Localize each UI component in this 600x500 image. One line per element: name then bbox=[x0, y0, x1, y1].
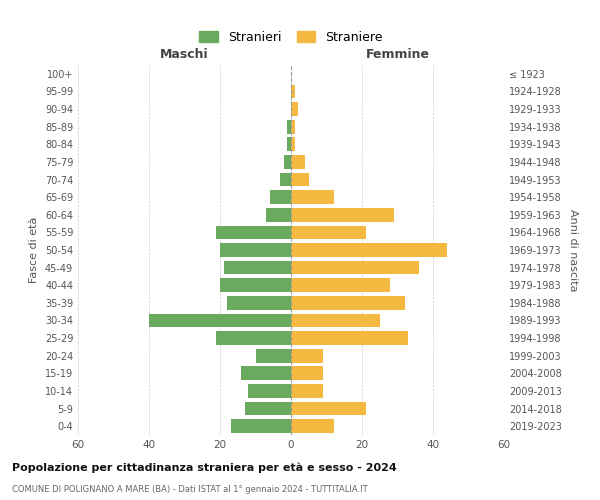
Bar bbox=[266, 208, 291, 222]
Bar bbox=[291, 190, 334, 204]
Bar bbox=[291, 102, 298, 116]
Bar bbox=[287, 138, 291, 151]
Bar bbox=[291, 155, 305, 169]
Y-axis label: Fasce di età: Fasce di età bbox=[29, 217, 39, 283]
Bar bbox=[291, 420, 334, 433]
Bar bbox=[291, 226, 365, 239]
Bar bbox=[291, 331, 408, 345]
Bar bbox=[291, 260, 419, 274]
Bar bbox=[270, 190, 291, 204]
Bar bbox=[291, 172, 309, 186]
Bar bbox=[291, 84, 295, 98]
Bar bbox=[291, 384, 323, 398]
Text: Popolazione per cittadinanza straniera per età e sesso - 2024: Popolazione per cittadinanza straniera p… bbox=[12, 462, 397, 473]
Bar bbox=[224, 260, 291, 274]
Bar bbox=[291, 314, 380, 328]
Bar bbox=[220, 278, 291, 292]
Bar bbox=[291, 349, 323, 362]
Bar bbox=[287, 120, 291, 134]
Bar bbox=[227, 296, 291, 310]
Bar bbox=[291, 243, 447, 257]
Bar bbox=[217, 331, 291, 345]
Bar bbox=[291, 402, 365, 415]
Bar bbox=[291, 138, 295, 151]
Bar bbox=[241, 366, 291, 380]
Bar bbox=[220, 243, 291, 257]
Bar bbox=[217, 226, 291, 239]
Bar bbox=[256, 349, 291, 362]
Text: COMUNE DI POLIGNANO A MARE (BA) - Dati ISTAT al 1° gennaio 2024 - TUTTITALIA.IT: COMUNE DI POLIGNANO A MARE (BA) - Dati I… bbox=[12, 485, 368, 494]
Text: Maschi: Maschi bbox=[160, 48, 209, 62]
Text: Femmine: Femmine bbox=[365, 48, 430, 62]
Bar bbox=[245, 402, 291, 415]
Bar bbox=[291, 366, 323, 380]
Bar bbox=[230, 420, 291, 433]
Bar bbox=[291, 278, 391, 292]
Bar bbox=[291, 120, 295, 134]
Y-axis label: Anni di nascita: Anni di nascita bbox=[568, 209, 578, 291]
Bar bbox=[280, 172, 291, 186]
Bar bbox=[284, 155, 291, 169]
Bar bbox=[291, 296, 404, 310]
Legend: Stranieri, Straniere: Stranieri, Straniere bbox=[196, 27, 386, 48]
Bar bbox=[248, 384, 291, 398]
Bar bbox=[149, 314, 291, 328]
Bar bbox=[291, 208, 394, 222]
